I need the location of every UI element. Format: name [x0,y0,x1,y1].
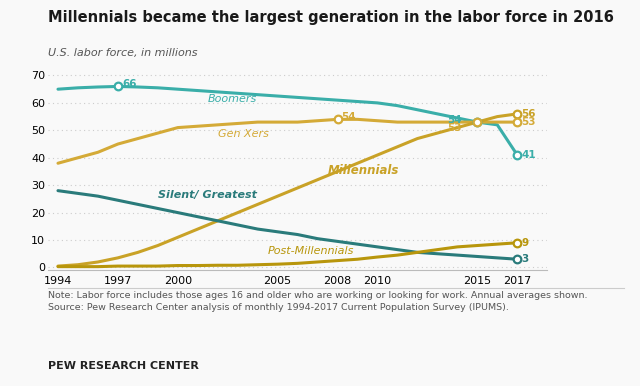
Text: 54: 54 [342,112,356,122]
Text: 41: 41 [521,150,536,160]
Text: Boomers: Boomers [208,93,257,103]
Text: 53: 53 [521,117,536,127]
Text: Millennials: Millennials [328,164,399,177]
Text: Millennials became the largest generation in the labor force in 2016: Millennials became the largest generatio… [48,10,614,25]
Text: PEW RESEARCH CENTER: PEW RESEARCH CENTER [48,361,199,371]
Text: 9: 9 [521,238,529,248]
Text: Gen Xers: Gen Xers [218,129,269,139]
Text: 66: 66 [122,79,136,89]
Text: 56: 56 [521,109,536,119]
Text: Silent/ Greatest: Silent/ Greatest [158,190,257,200]
Text: Post-Millennials: Post-Millennials [268,246,354,256]
Text: 53: 53 [447,123,462,132]
Text: 3: 3 [521,254,529,264]
Text: U.S. labor force, in millions: U.S. labor force, in millions [48,48,198,58]
Text: Note: Labor force includes those ages 16 and older who are working or looking fo: Note: Labor force includes those ages 16… [48,291,588,312]
Text: 54: 54 [447,115,462,125]
